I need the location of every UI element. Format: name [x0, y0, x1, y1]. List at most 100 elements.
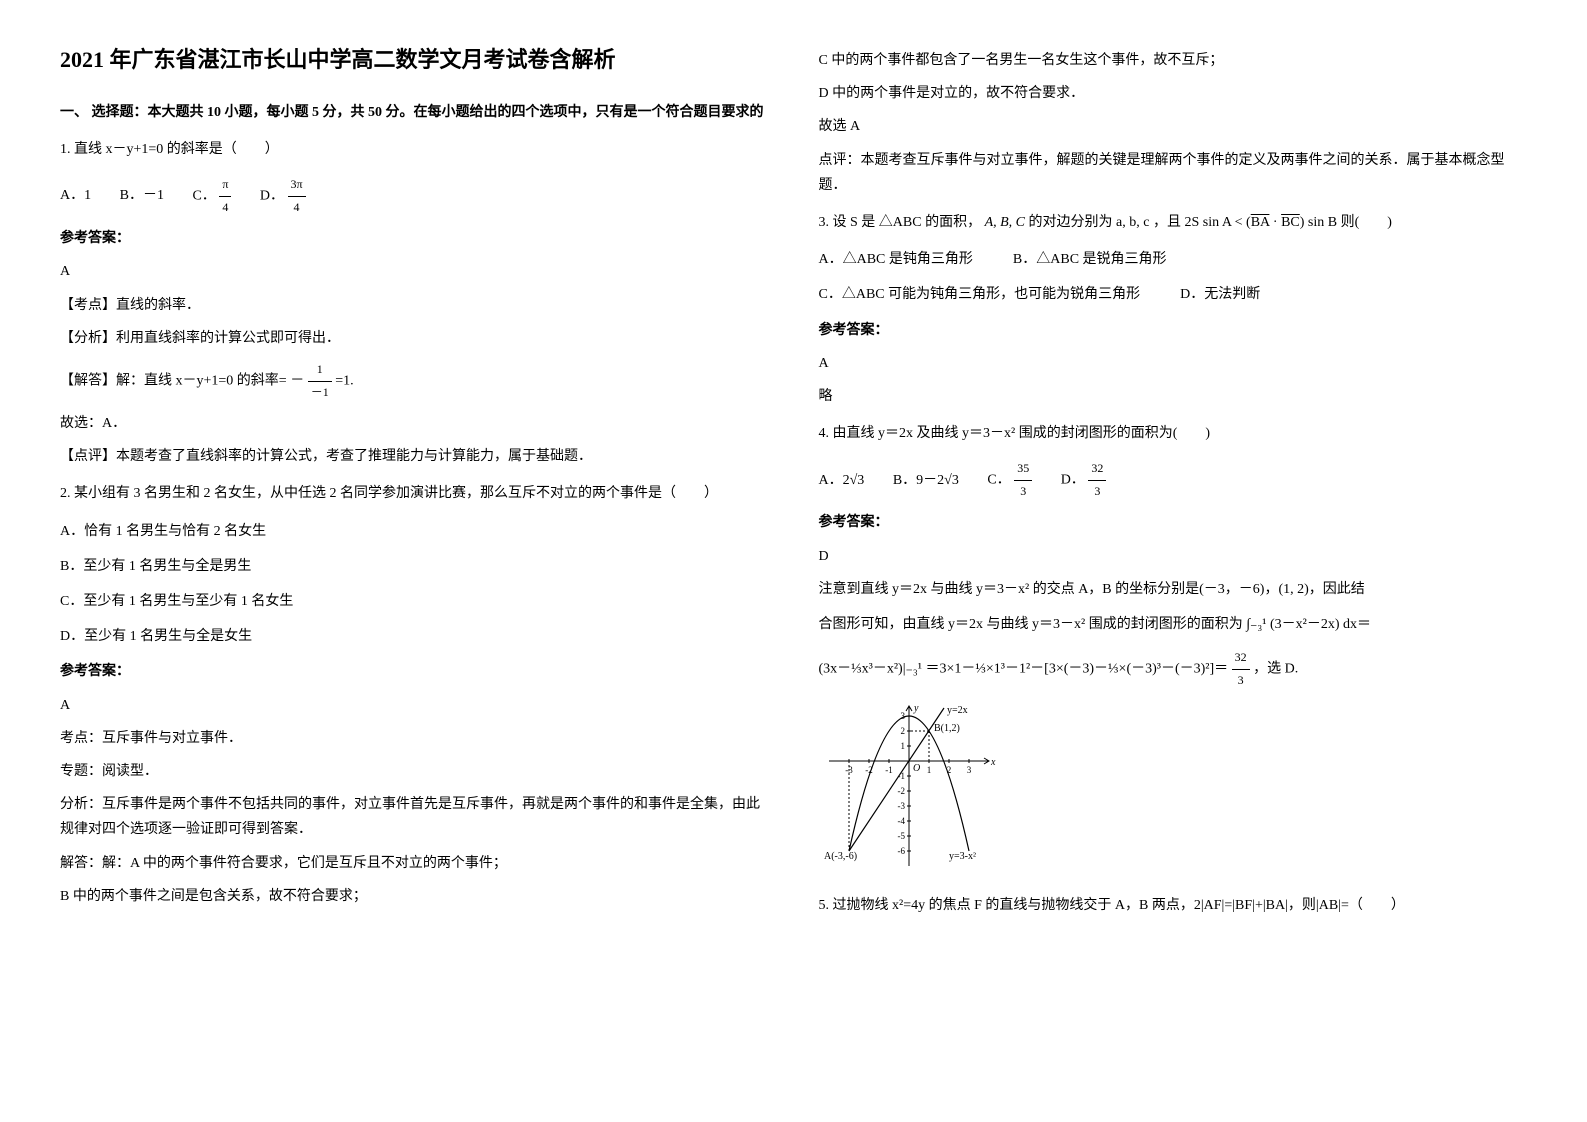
- q1-optC-fraction: π 4: [219, 174, 231, 218]
- q4-eval-frac: 32 3: [1232, 647, 1250, 691]
- q3-optD: D．无法判断: [1180, 282, 1260, 307]
- q4-optA-sqrt: √3: [850, 473, 865, 488]
- label-point-a: A(-3,-6): [824, 851, 857, 862]
- q1-solve: 【解答】解：直线 x－y+1=0 的斜率= － 1 －1 =1.: [60, 359, 769, 403]
- q4-optC-prefix: C．: [987, 473, 1010, 488]
- q1-optC-prefix: C．: [192, 188, 215, 203]
- q2-solveB: B 中的两个事件之间是包含关系，故不符合要求；: [60, 884, 769, 909]
- label-y: y: [913, 703, 919, 714]
- q4-eval: (3x－⅓x³－x²)|₋₃¹ ＝3×1－⅓×1³－1²－[3×(－3)－⅓×(…: [819, 647, 1528, 691]
- q2-answer-label: 参考答案：: [60, 659, 769, 684]
- q4-integral-formula: ∫₋₃¹ (3－x²－2x) dx＝: [1246, 617, 1371, 632]
- q4-optB-prefix: B．9－2: [893, 473, 944, 488]
- q1-optD-prefix: D．: [260, 188, 284, 203]
- q4-integral-text: 合图形可知，由直线 y＝2x 与曲线 y＝3－x² 围成的封闭图形的面积为: [819, 617, 1243, 632]
- left-column: 2021 年广东省湛江市长山中学高二数学文月考试卷含解析 一、 选择题：本大题共…: [60, 40, 769, 930]
- q4-optA-prefix: A．2: [819, 473, 850, 488]
- q2-optA: A．恰有 1 名男生与恰有 2 名女生: [60, 519, 769, 544]
- q2-answer: A: [60, 693, 769, 718]
- svg-text:-4: -4: [897, 816, 905, 826]
- q4-optC-den: 3: [1014, 481, 1032, 503]
- q2-optC: C．至少有 1 名男生与至少有 1 名女生: [60, 589, 769, 614]
- q1-solve-suffix: =1.: [335, 373, 353, 388]
- q1-answer: A: [60, 259, 769, 284]
- q1-text: 1. 直线 x－y+1=0 的斜率是（ ）: [60, 137, 769, 162]
- q3-mid2: 的对边分别为 a, b, c ，且: [1029, 215, 1185, 230]
- q1-optC-num: π: [219, 174, 231, 197]
- q1-so: 故选：A．: [60, 411, 769, 436]
- q2-solveD: D 中的两个事件是对立的，故不符合要求．: [819, 81, 1528, 106]
- q4-optD-prefix: D．: [1061, 473, 1085, 488]
- q3-options: A．△ABC 是钝角三角形 B．△ABC 是锐角三角形 C．△ABC 可能为钝角…: [819, 247, 1528, 307]
- q1-solve-neg: －: [290, 373, 304, 388]
- q4-optC-num: 35: [1014, 458, 1032, 481]
- q4-answer: D: [819, 544, 1528, 569]
- q3-optB: B．△ABC 是锐角三角形: [1013, 247, 1167, 272]
- q1-solve-frac: 1 －1: [308, 359, 332, 403]
- q1-optA: A．1: [60, 183, 91, 208]
- page-container: 2021 年广东省湛江市长山中学高二数学文月考试卷含解析 一、 选择题：本大题共…: [60, 40, 1527, 930]
- q4-optA: A．2√3: [819, 468, 865, 493]
- q2-so: 故选 A: [819, 114, 1528, 139]
- q4-optD: D． 32 3: [1061, 458, 1107, 502]
- q1-optD-num: 3π: [288, 174, 306, 197]
- document-title: 2021 年广东省湛江市长山中学高二数学文月考试卷含解析: [60, 40, 769, 80]
- svg-text:2: 2: [900, 726, 905, 736]
- q4-graph: -3 -2 -1 1 2 3 1 2 3 -1 -2 -3 -4 -5: [819, 701, 1528, 880]
- q2-analysis: 分析：互斥事件是两个事件不包括共同的事件，对立事件首先是互斥事件，再就是两个事件…: [60, 792, 769, 842]
- q2-text: 2. 某小组有 3 名男生和 2 名女生，从中任选 2 名同学参加演讲比赛，那么…: [60, 481, 769, 506]
- label-line: y=2x: [947, 705, 968, 716]
- q2-special: 专题：阅读型．: [60, 759, 769, 784]
- q4-answer-label: 参考答案：: [819, 510, 1528, 535]
- q1-review: 【点评】本题考查了直线斜率的计算公式，考查了推理能力与计算能力，属于基础题．: [60, 444, 769, 469]
- right-column: C 中的两个事件都包含了一名男生一名女生这个事件，故不互斥； D 中的两个事件是…: [819, 40, 1528, 930]
- label-curve: y=3-x²: [949, 851, 976, 862]
- q4-options: A．2√3 B．9－2√3 C． 35 3 D． 32 3: [819, 458, 1528, 502]
- q3-prefix: 3. 设 S 是 △ABC 的面积，: [819, 215, 982, 230]
- q4-integral: 合图形可知，由直线 y＝2x 与曲线 y＝3－x² 围成的封闭图形的面积为 ∫₋…: [819, 612, 1528, 637]
- q3-optC: C．△ABC 可能为钝角三角形，也可能为锐角三角形: [819, 282, 1141, 307]
- q2-optB: B．至少有 1 名男生与全是男生: [60, 554, 769, 579]
- q2-solve: 解答：解：A 中的两个事件符合要求，它们是互斥且不对立的两个事件；: [60, 851, 769, 876]
- q2-review: 点评：本题考查互斥事件与对立事件，解题的关键是理解两个事件的定义及两事件之间的关…: [819, 148, 1528, 198]
- q1-optC: C． π 4: [192, 174, 231, 218]
- q4-optD-frac: 32 3: [1088, 458, 1106, 502]
- q4-optD-num: 32: [1088, 458, 1106, 481]
- q4-eval-suffix: ，选 D.: [1253, 662, 1298, 677]
- svg-text:-3: -3: [897, 801, 905, 811]
- q1-point: 【考点】直线的斜率．: [60, 293, 769, 318]
- q4-optB: B．9－2√3: [893, 468, 959, 493]
- q1-optC-den: 4: [219, 197, 231, 219]
- q3-optA: A．△ABC 是钝角三角形: [819, 247, 973, 272]
- q4-eval-num: 32: [1232, 647, 1250, 670]
- svg-text:-5: -5: [897, 831, 905, 841]
- q5-text: 5. 过抛物线 x²=4y 的焦点 F 的直线与抛物线交于 A，B 两点，2|A…: [819, 893, 1528, 918]
- q3-text: 3. 设 S 是 △ABC 的面积， A, B, C 的对边分别为 a, b, …: [819, 210, 1528, 235]
- svg-text:-1: -1: [885, 765, 893, 775]
- q4-eval-den: 3: [1232, 670, 1250, 692]
- q4-optB-sqrt: √3: [944, 473, 959, 488]
- q3-mid1: A, B, C: [985, 215, 1025, 230]
- q3-formula: 2S sin A < (BA · BC) sin B: [1184, 215, 1337, 230]
- q4-text: 4. 由直线 y＝2x 及曲线 y＝3－x² 围成的封闭图形的面积为( ): [819, 421, 1528, 446]
- svg-text:3: 3: [900, 711, 905, 721]
- q3-answer-label: 参考答案：: [819, 318, 1528, 343]
- q3-suffix: 则( ): [1341, 215, 1392, 230]
- q4-note: 注意到直线 y＝2x 与曲线 y＝3－x² 的交点 A，B 的坐标分别是(－3，…: [819, 577, 1528, 602]
- q4-eval-formula: (3x－⅓x³－x²)|₋₃¹ ＝3×1－⅓×1³－1²－[3×(－3)－⅓×(…: [819, 662, 1229, 677]
- svg-text:3: 3: [966, 765, 971, 775]
- graph-svg-element: -3 -2 -1 1 2 3 1 2 3 -1 -2 -3 -4 -5: [819, 701, 999, 871]
- svg-text:-2: -2: [897, 786, 905, 796]
- q3-answer: A: [819, 351, 1528, 376]
- q1-answer-label: 参考答案：: [60, 226, 769, 251]
- q1-optD-fraction: 3π 4: [288, 174, 306, 218]
- svg-text:-6: -6: [897, 846, 905, 856]
- q4-optD-den: 3: [1088, 481, 1106, 503]
- q1-optD: D． 3π 4: [260, 174, 306, 218]
- q1-optB: B．－1: [120, 183, 164, 208]
- label-point-b: B(1,2): [934, 723, 960, 734]
- q4-optC: C． 35 3: [987, 458, 1032, 502]
- q3-brief: 略: [819, 384, 1528, 409]
- q2-point: 考点：互斥事件与对立事件．: [60, 726, 769, 751]
- label-origin: O: [913, 763, 920, 774]
